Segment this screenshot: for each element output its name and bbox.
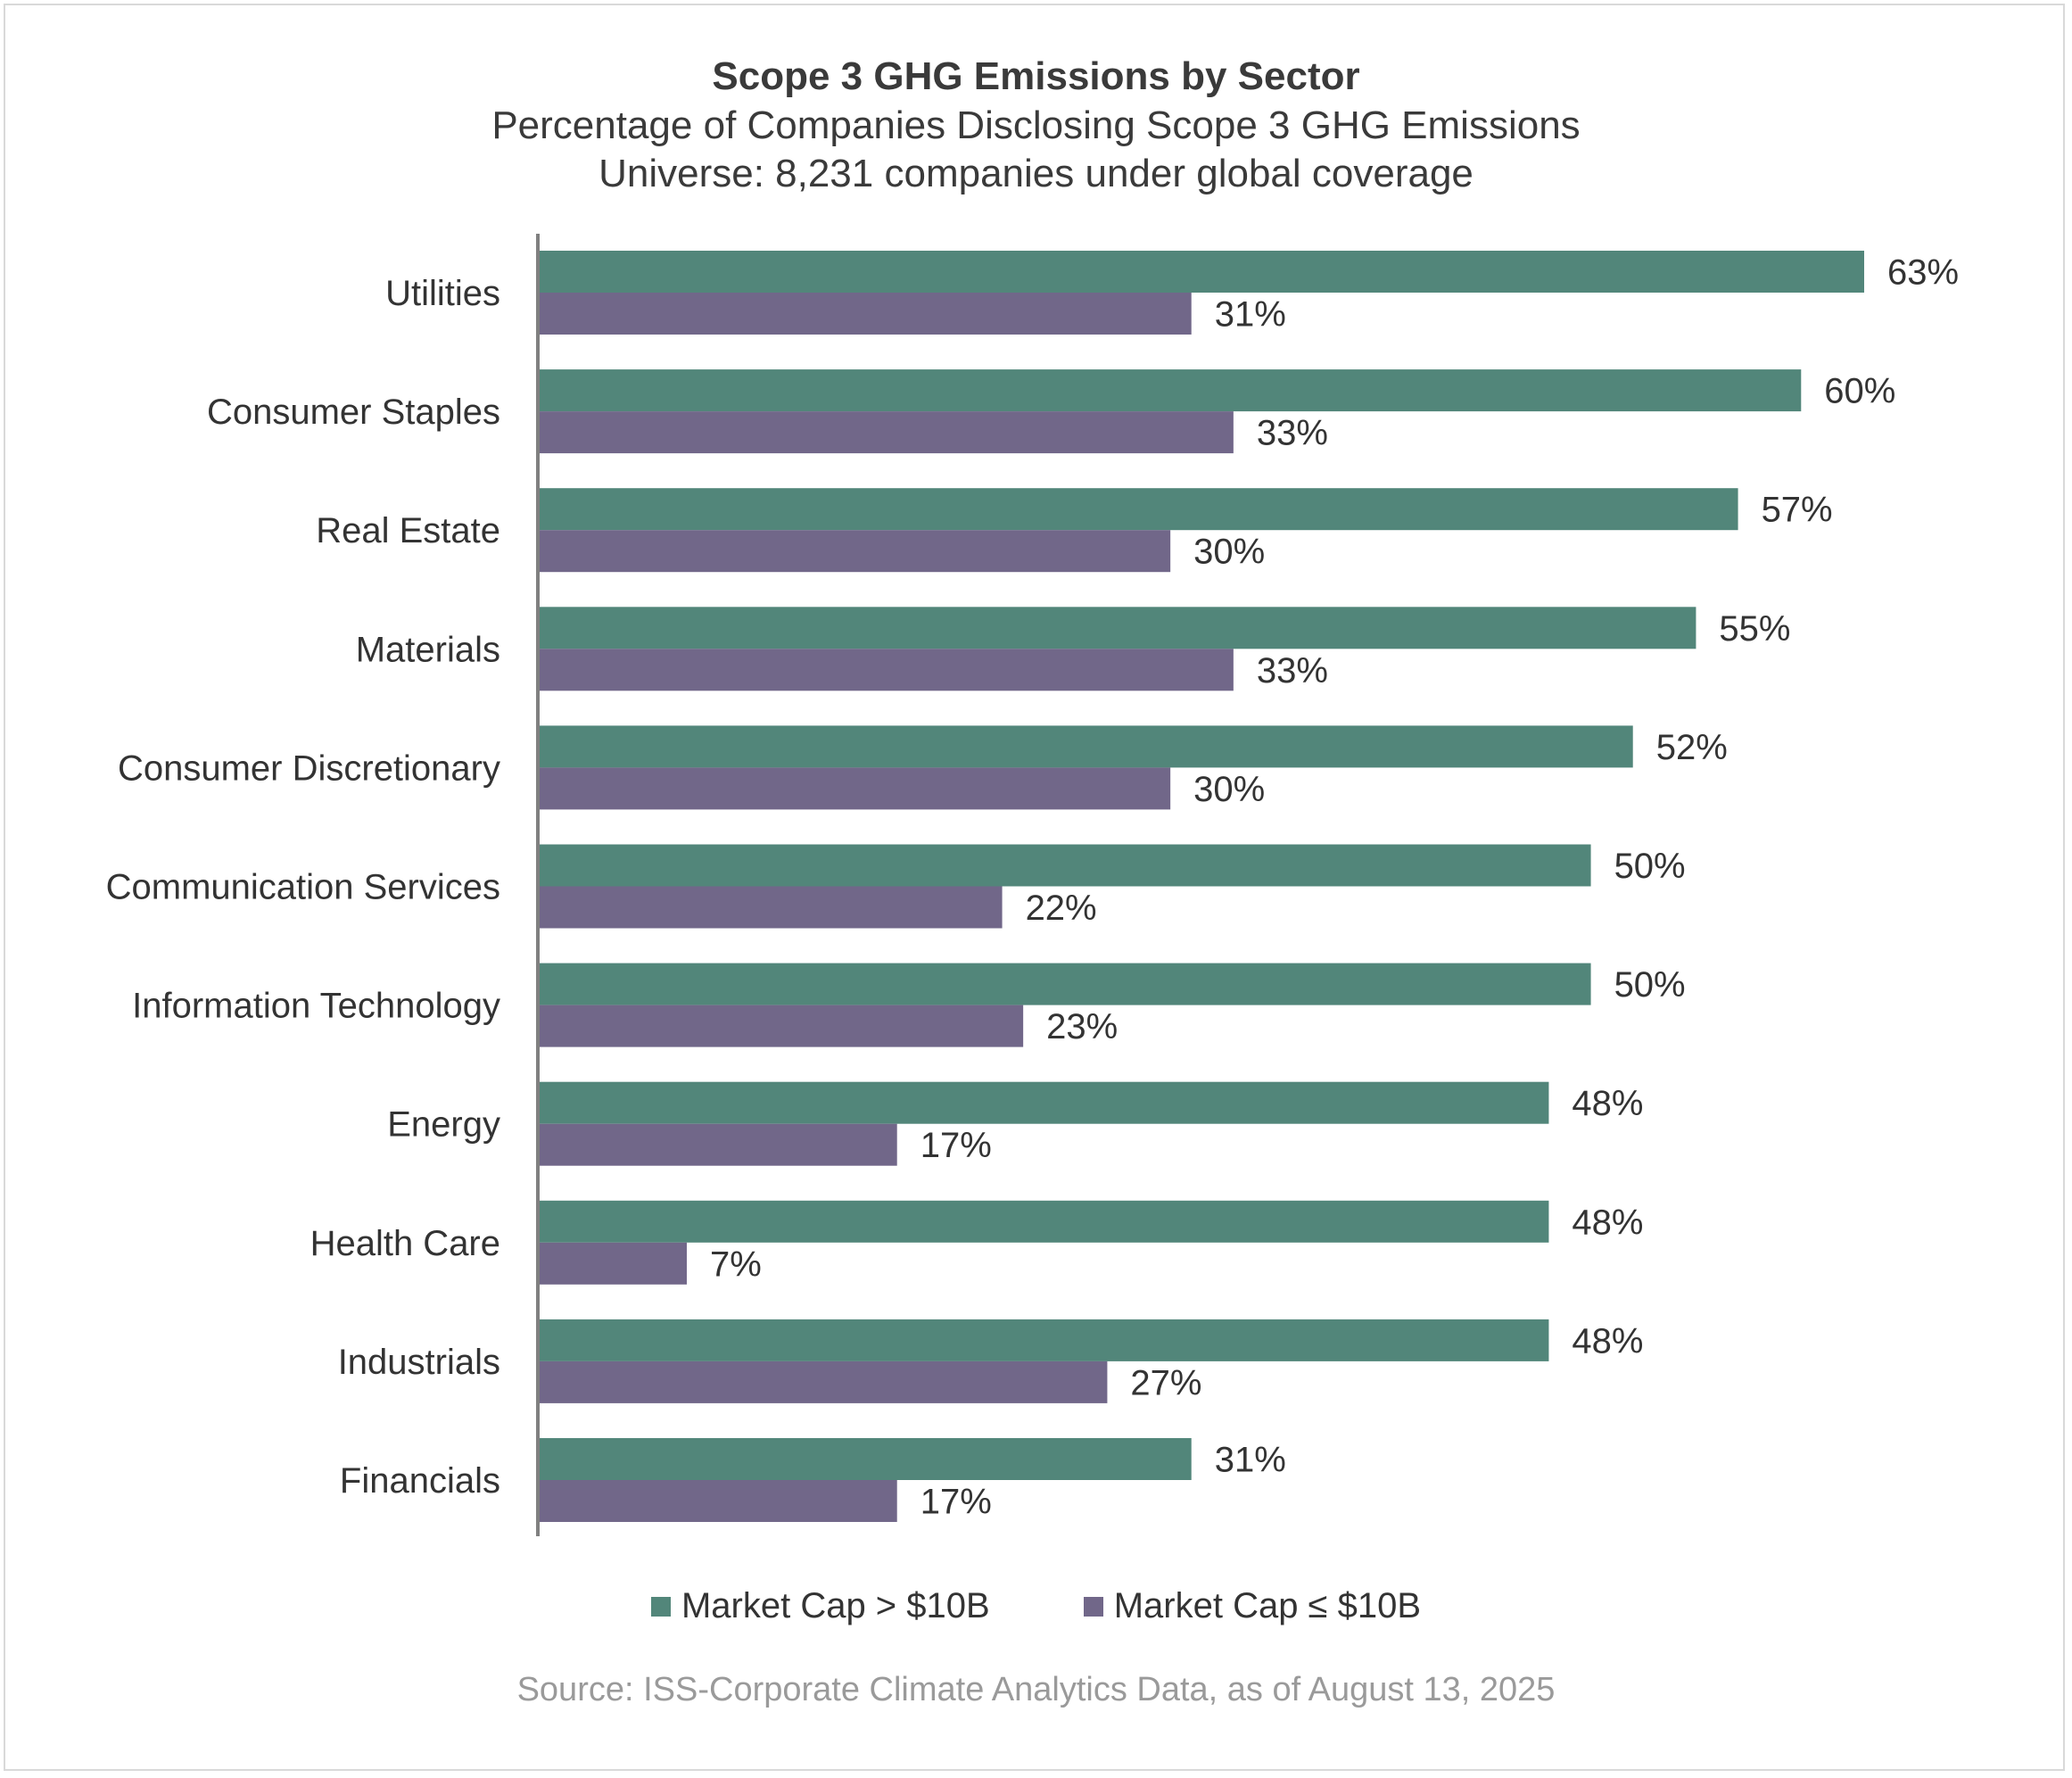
category-label-consumer-discretionary: Consumer Discretionary [118,748,500,788]
bar-consumer-discretionary-large-cap [540,725,1633,768]
category-label-materials: Materials [356,630,500,669]
title-block: Scope 3 GHG Emissions by Sector Percenta… [0,52,2072,198]
category-label-information-technology: Information Technology [132,987,500,1026]
data-label-information-technology-large-cap: 50% [1614,965,1686,1005]
data-label-communication-services-large-cap: 50% [1614,847,1686,886]
chart-subtitle-line-2: Universe: 8,231 companies under global c… [598,152,1474,195]
bar-energy-large-cap [540,1081,1549,1124]
category-label-energy: Energy [387,1105,500,1145]
category-label-consumer-staples: Consumer Staples [207,393,500,432]
data-label-information-technology-small-cap: 23% [1046,1007,1118,1046]
bar-health-care-small-cap [540,1242,687,1285]
data-label-financials-large-cap: 31% [1215,1441,1286,1480]
category-label-health-care: Health Care [310,1224,500,1263]
legend-label-small-cap: Market Cap ≤ $10B [1113,1586,1422,1625]
legend-label-large-cap: Market Cap > $10B [681,1586,990,1625]
data-label-consumer-discretionary-large-cap: 52% [1656,728,1728,767]
chart-title: Scope 3 GHG Emissions by Sector [712,54,1360,98]
data-label-materials-large-cap: 55% [1719,609,1790,649]
source-note: Source: ISS-Corporate Climate Analytics … [516,1671,1556,1708]
bar-utilities-large-cap [540,251,1864,293]
category-label-real-estate: Real Estate [316,511,500,550]
chart-subtitle-line-1: Percentage of Companies Disclosing Scope… [491,103,1581,147]
data-label-real-estate-large-cap: 57% [1762,491,1833,530]
data-label-consumer-discretionary-small-cap: 30% [1193,770,1265,809]
data-label-consumer-staples-small-cap: 33% [1257,414,1328,453]
data-label-real-estate-small-cap: 30% [1193,533,1265,572]
data-label-utilities-large-cap: 63% [1887,253,1959,293]
data-label-financials-small-cap: 17% [920,1483,992,1522]
bar-materials-small-cap [540,649,1234,691]
bar-information-technology-small-cap [540,1005,1024,1047]
data-label-health-care-large-cap: 48% [1572,1203,1643,1242]
data-label-energy-large-cap: 48% [1572,1084,1643,1123]
legend-swatch-large-cap [650,1596,671,1617]
data-label-industrials-large-cap: 48% [1572,1321,1643,1360]
category-label-communication-services: Communication Services [106,868,500,907]
data-label-industrials-small-cap: 27% [1130,1363,1201,1402]
legend-item-small-cap: Market Cap ≤ $10B [1083,1586,1422,1626]
data-label-energy-small-cap: 17% [920,1126,992,1165]
labels-layer: Utilities 63% 31% Consumer Staples 60% 33% Rea… [106,253,1959,1522]
category-label-utilities: Utilities [385,274,500,313]
bars-layer [540,251,1864,1522]
bar-consumer-staples-small-cap [540,411,1234,454]
bar-consumer-discretionary-small-cap [540,767,1171,810]
bar-industrials-small-cap [540,1360,1108,1403]
bar-consumer-staples-large-cap [540,369,1802,412]
bar-health-care-large-cap [540,1200,1549,1243]
category-label-financials: Financials [340,1461,500,1501]
bar-real-estate-large-cap [540,488,1738,531]
data-label-materials-small-cap: 33% [1257,651,1328,691]
bar-communication-services-large-cap [540,844,1591,887]
bar-energy-small-cap [540,1123,897,1166]
legend: Market Cap > $10B Market Cap ≤ $10B [0,1586,2072,1626]
bar-materials-large-cap [540,607,1696,649]
bar-utilities-small-cap [540,293,1192,335]
data-label-health-care-small-cap: 7% [710,1245,762,1284]
bar-financials-large-cap [540,1438,1192,1480]
bar-information-technology-large-cap [540,963,1591,1005]
data-label-communication-services-small-cap: 22% [1026,889,1097,928]
bar-industrials-large-cap [540,1319,1549,1361]
bar-communication-services-small-cap [540,886,1003,929]
legend-item-large-cap: Market Cap > $10B [650,1586,990,1626]
bar-real-estate-small-cap [540,530,1171,573]
data-label-consumer-staples-large-cap: 60% [1824,372,1895,411]
data-label-utilities-small-cap: 31% [1215,295,1286,335]
category-label-industrials: Industrials [338,1343,500,1382]
bar-financials-small-cap [540,1480,897,1522]
legend-swatch-small-cap [1083,1596,1103,1617]
